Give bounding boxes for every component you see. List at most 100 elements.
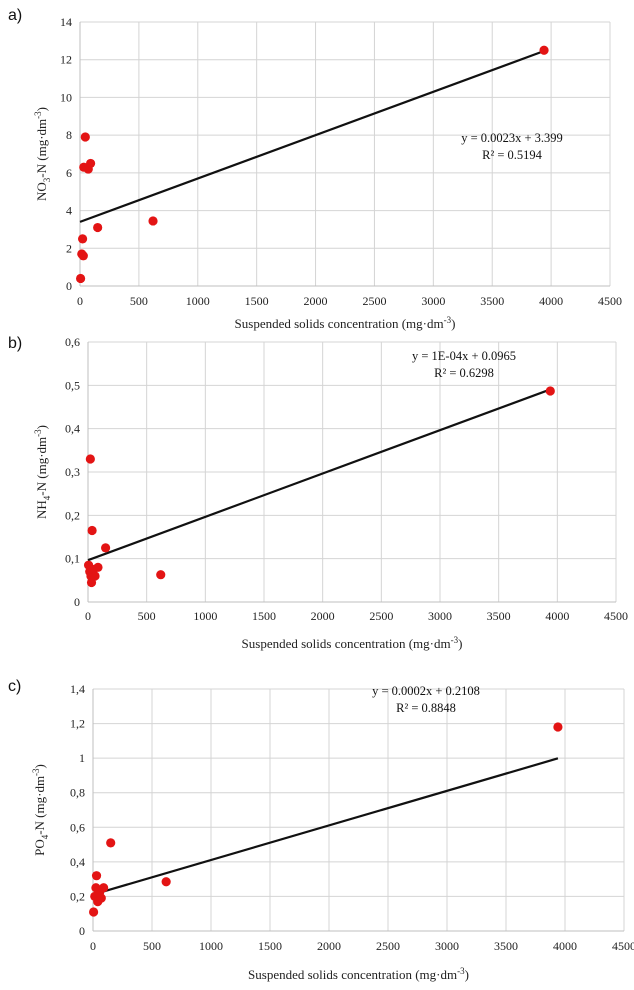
data-point xyxy=(148,216,158,226)
x-tick-label: 4000 xyxy=(553,939,577,953)
x-tick-label: 3500 xyxy=(487,609,511,623)
data-point xyxy=(75,273,86,284)
data-point xyxy=(91,871,102,881)
y-axis-title-superscript: -3 xyxy=(33,429,43,437)
x-tick-label: 500 xyxy=(138,609,156,623)
regression-equation: y = 1E-04x + 0.0965 xyxy=(412,349,516,363)
y-tick-label: 0,6 xyxy=(65,335,80,349)
y-tick-label: 0,8 xyxy=(70,786,85,800)
data-point xyxy=(77,234,88,244)
y-axis-title-rest: -N (mg·dm xyxy=(34,119,49,178)
y-tick-label: 12 xyxy=(60,53,72,67)
y-tick-label: 2 xyxy=(66,241,72,255)
x-tick-label: 2500 xyxy=(369,609,393,623)
x-tick-label: 1500 xyxy=(258,939,282,953)
x-axis-title-main: Suspended solids concentration (mg·dm xyxy=(248,967,457,982)
data-point xyxy=(80,132,90,142)
chart-panel-c: c) 0 500 1000 1500 2000 2500 3000 3500 4000 4500 0 0… xyxy=(0,665,634,990)
data-point xyxy=(86,158,96,169)
data-point xyxy=(85,454,95,464)
x-tick-label: 3000 xyxy=(421,294,445,308)
x-tick-label: 3500 xyxy=(480,294,504,308)
x-tick-label: 1500 xyxy=(252,609,276,623)
x-tick-label: 2500 xyxy=(362,294,386,308)
panel-label: a) xyxy=(8,7,22,24)
y-tick-label: 0 xyxy=(79,924,85,938)
y-tick-label: 0,6 xyxy=(70,820,85,834)
linear-trendline xyxy=(87,388,551,562)
data-point xyxy=(539,45,549,55)
data-point xyxy=(161,877,171,887)
x-tick-label: 1000 xyxy=(199,939,223,953)
data-point xyxy=(106,838,116,848)
y-axis-title-rest: -N (mg·dm xyxy=(34,437,49,496)
y-axis-title-main: PO xyxy=(32,839,47,856)
x-tick-label: 2000 xyxy=(304,294,328,308)
x-axis-title-end: ) xyxy=(451,316,455,331)
x-tick-label: 3000 xyxy=(428,609,452,623)
linear-trendline xyxy=(92,757,559,896)
panel-label: b) xyxy=(8,335,22,352)
y-tick-label: 8 xyxy=(66,128,72,142)
chart-panel-a: a) 0 500 1000 1500 2000 2500 3000 3500 4000 4500 0 2… xyxy=(0,0,634,331)
y-axis-title-rest: -N (mg·dm xyxy=(32,776,47,835)
y-tick-label: 1 xyxy=(79,751,85,765)
x-tick-label: 500 xyxy=(130,294,148,308)
linear-trendline xyxy=(79,49,545,223)
y-axis-title: NH4-N (mg·dm-3) xyxy=(33,425,52,519)
panel-label: c) xyxy=(8,678,21,695)
data-point xyxy=(553,722,563,732)
r-squared-value: R² = 0.8848 xyxy=(396,701,456,715)
y-tick-label: 1,4 xyxy=(70,682,85,696)
y-tick-label: 10 xyxy=(60,90,72,104)
data-point xyxy=(99,883,109,893)
x-axis-title-superscript: -3 xyxy=(444,315,452,325)
data-point xyxy=(87,525,97,536)
x-axis-title: Suspended solids concentration (mg·dm-3) xyxy=(248,966,469,982)
y-tick-label: 0,2 xyxy=(70,889,85,903)
x-tick-label: 1000 xyxy=(193,609,217,623)
data-point xyxy=(93,222,103,233)
y-axis-title-end: ) xyxy=(32,764,47,768)
chart-svg-c: c) 0 500 1000 1500 2000 2500 3000 3500 4000 4500 0 0… xyxy=(8,678,634,982)
y-axis-title-main: NO xyxy=(34,182,49,201)
r-squared-value: R² = 0.6298 xyxy=(434,366,494,380)
y-axis-title-end: ) xyxy=(34,107,49,111)
y-axis-title-subscript: 4 xyxy=(40,834,50,839)
x-tick-label: 2000 xyxy=(311,609,335,623)
data-point xyxy=(93,562,103,572)
chart-panel-b: b) 0 500 1000 1500 2000 2500 3000 3500 4000 4500 0 0… xyxy=(0,330,634,665)
x-tick-label: 2000 xyxy=(317,939,341,953)
y-tick-label: 0,5 xyxy=(65,378,80,392)
x-tick-label: 4500 xyxy=(598,294,622,308)
x-tick-label: 0 xyxy=(77,294,83,308)
y-axis-title-subscript: 4 xyxy=(42,495,52,500)
y-tick-label: 1,2 xyxy=(70,717,85,731)
y-axis-title-superscript: -3 xyxy=(31,768,41,776)
data-point xyxy=(101,543,111,553)
x-tick-label: 2500 xyxy=(376,939,400,953)
x-axis-title: Suspended solids concentration (mg·dm-3) xyxy=(242,635,463,651)
y-tick-label: 0,4 xyxy=(65,422,80,436)
x-tick-label: 0 xyxy=(90,939,96,953)
x-tick-label: 3000 xyxy=(435,939,459,953)
r-squared-value: R² = 0.5194 xyxy=(482,148,543,162)
x-tick-label: 4500 xyxy=(612,939,634,953)
data-point xyxy=(78,251,88,261)
y-axis-title-superscript: -3 xyxy=(33,111,43,119)
x-tick-label: 500 xyxy=(143,939,161,953)
y-axis-title-subscript: 3 xyxy=(42,177,52,182)
y-tick-label: 0 xyxy=(74,595,80,609)
y-tick-label: 0,3 xyxy=(65,465,80,479)
y-tick-label: 6 xyxy=(66,166,72,180)
chart-svg-b: b) 0 500 1000 1500 2000 2500 3000 3500 4000 4500 0 0… xyxy=(8,335,628,651)
x-axis-title-superscript: -3 xyxy=(457,966,465,976)
y-tick-label: 0,2 xyxy=(65,508,80,522)
x-axis-title-main: Suspended solids concentration (mg·dm xyxy=(242,636,451,651)
regression-equation: y = 0.0023x + 3.399 xyxy=(461,131,563,145)
x-axis-title-end: ) xyxy=(458,636,462,651)
data-point xyxy=(545,386,555,396)
y-tick-label: 4 xyxy=(66,204,72,218)
x-tick-label: 3500 xyxy=(494,939,518,953)
x-tick-label: 4500 xyxy=(604,609,628,623)
